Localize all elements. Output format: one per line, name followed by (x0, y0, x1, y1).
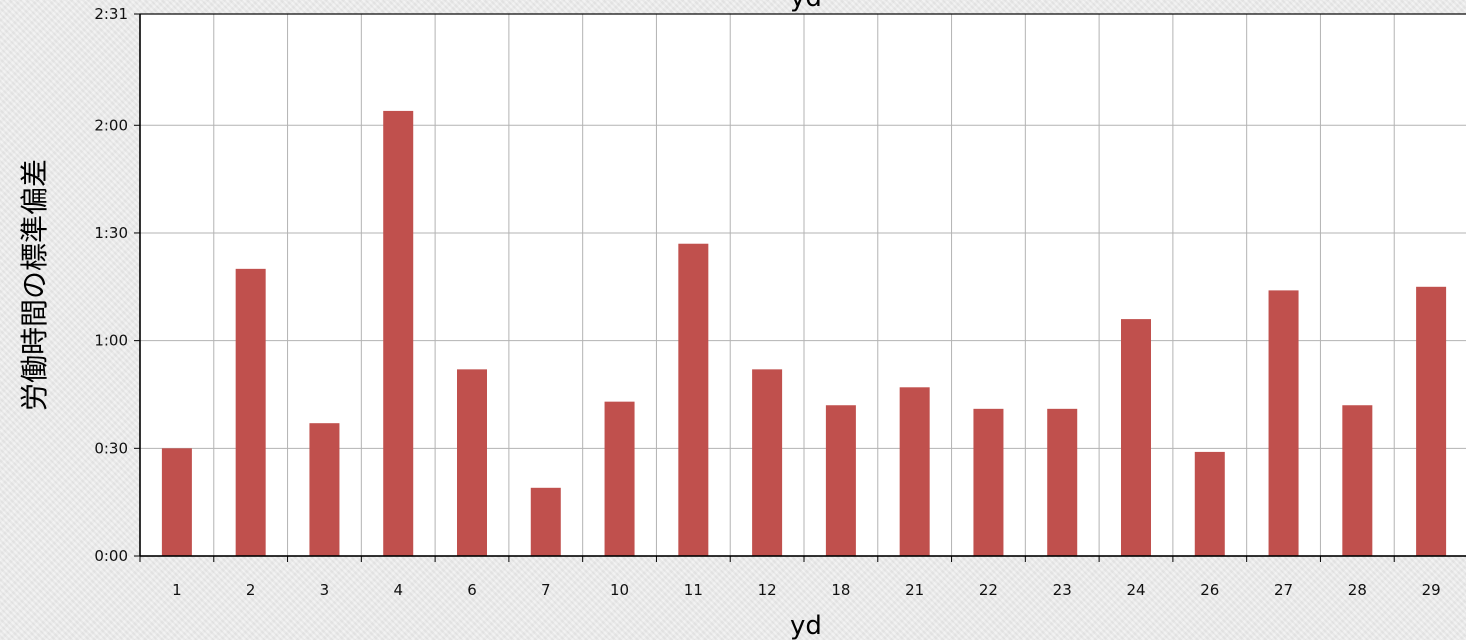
bar (1121, 319, 1151, 556)
y-tick-labels: 0:00 0:30 1:00 1:30 2:00 2:31 (94, 5, 128, 565)
bar (1047, 408, 1078, 556)
bar (1268, 290, 1299, 556)
x-tick-label: 26 (1200, 581, 1219, 599)
x-tick-label: 4 (393, 581, 403, 599)
y-tick-label: 1:00 (94, 332, 128, 350)
bar (1416, 286, 1447, 556)
x-tick-label: 27 (1274, 581, 1293, 599)
x-tick-label: 18 (831, 581, 850, 599)
x-tick-label: 28 (1348, 581, 1367, 599)
bar (899, 387, 930, 556)
bar (309, 423, 340, 556)
bar (1194, 451, 1225, 556)
bar (457, 369, 487, 556)
y-tick-label: 1:30 (94, 224, 128, 242)
x-tick-label: 3 (320, 581, 330, 599)
x-tick-label: 1 (172, 581, 182, 599)
bar (530, 487, 561, 556)
y-tick-label: 0:00 (94, 547, 128, 565)
x-tick-label: 2 (246, 581, 256, 599)
bar (752, 369, 783, 556)
x-tick-label: 10 (610, 581, 629, 599)
x-tick-labels: 1 2 3 4 6 7 10 11 12 18 21 22 23 24 26 27 28 29 (172, 581, 1441, 599)
bar (1342, 405, 1373, 556)
x-tick-label: 6 (467, 581, 477, 599)
x-tick-label: 23 (1053, 581, 1072, 599)
bar (383, 110, 414, 556)
bar (161, 448, 192, 556)
x-axis-title: yd (790, 611, 822, 640)
bar (678, 243, 709, 556)
bar (604, 401, 635, 556)
bar (235, 268, 266, 556)
x-tick-label: 22 (979, 581, 998, 599)
x-tick-label: 21 (905, 581, 924, 599)
bar (825, 405, 856, 556)
y-tick-label: 2:00 (94, 116, 128, 134)
x-tick-label: 7 (541, 581, 551, 599)
chart-title: yd (790, 0, 822, 13)
x-tick-label: 29 (1422, 581, 1441, 599)
x-tick-label: 11 (684, 581, 703, 599)
y-axis-title: 労働時間の標準偏差 (18, 159, 51, 411)
y-tick-label: 2:31 (94, 5, 128, 23)
y-tick-label: 0:30 (94, 439, 128, 457)
bars (161, 110, 1447, 556)
bar (973, 408, 1004, 556)
x-tick-label: 24 (1126, 581, 1145, 599)
x-tick-label: 12 (758, 581, 777, 599)
grid (140, 13, 1466, 557)
axes (134, 13, 1466, 562)
